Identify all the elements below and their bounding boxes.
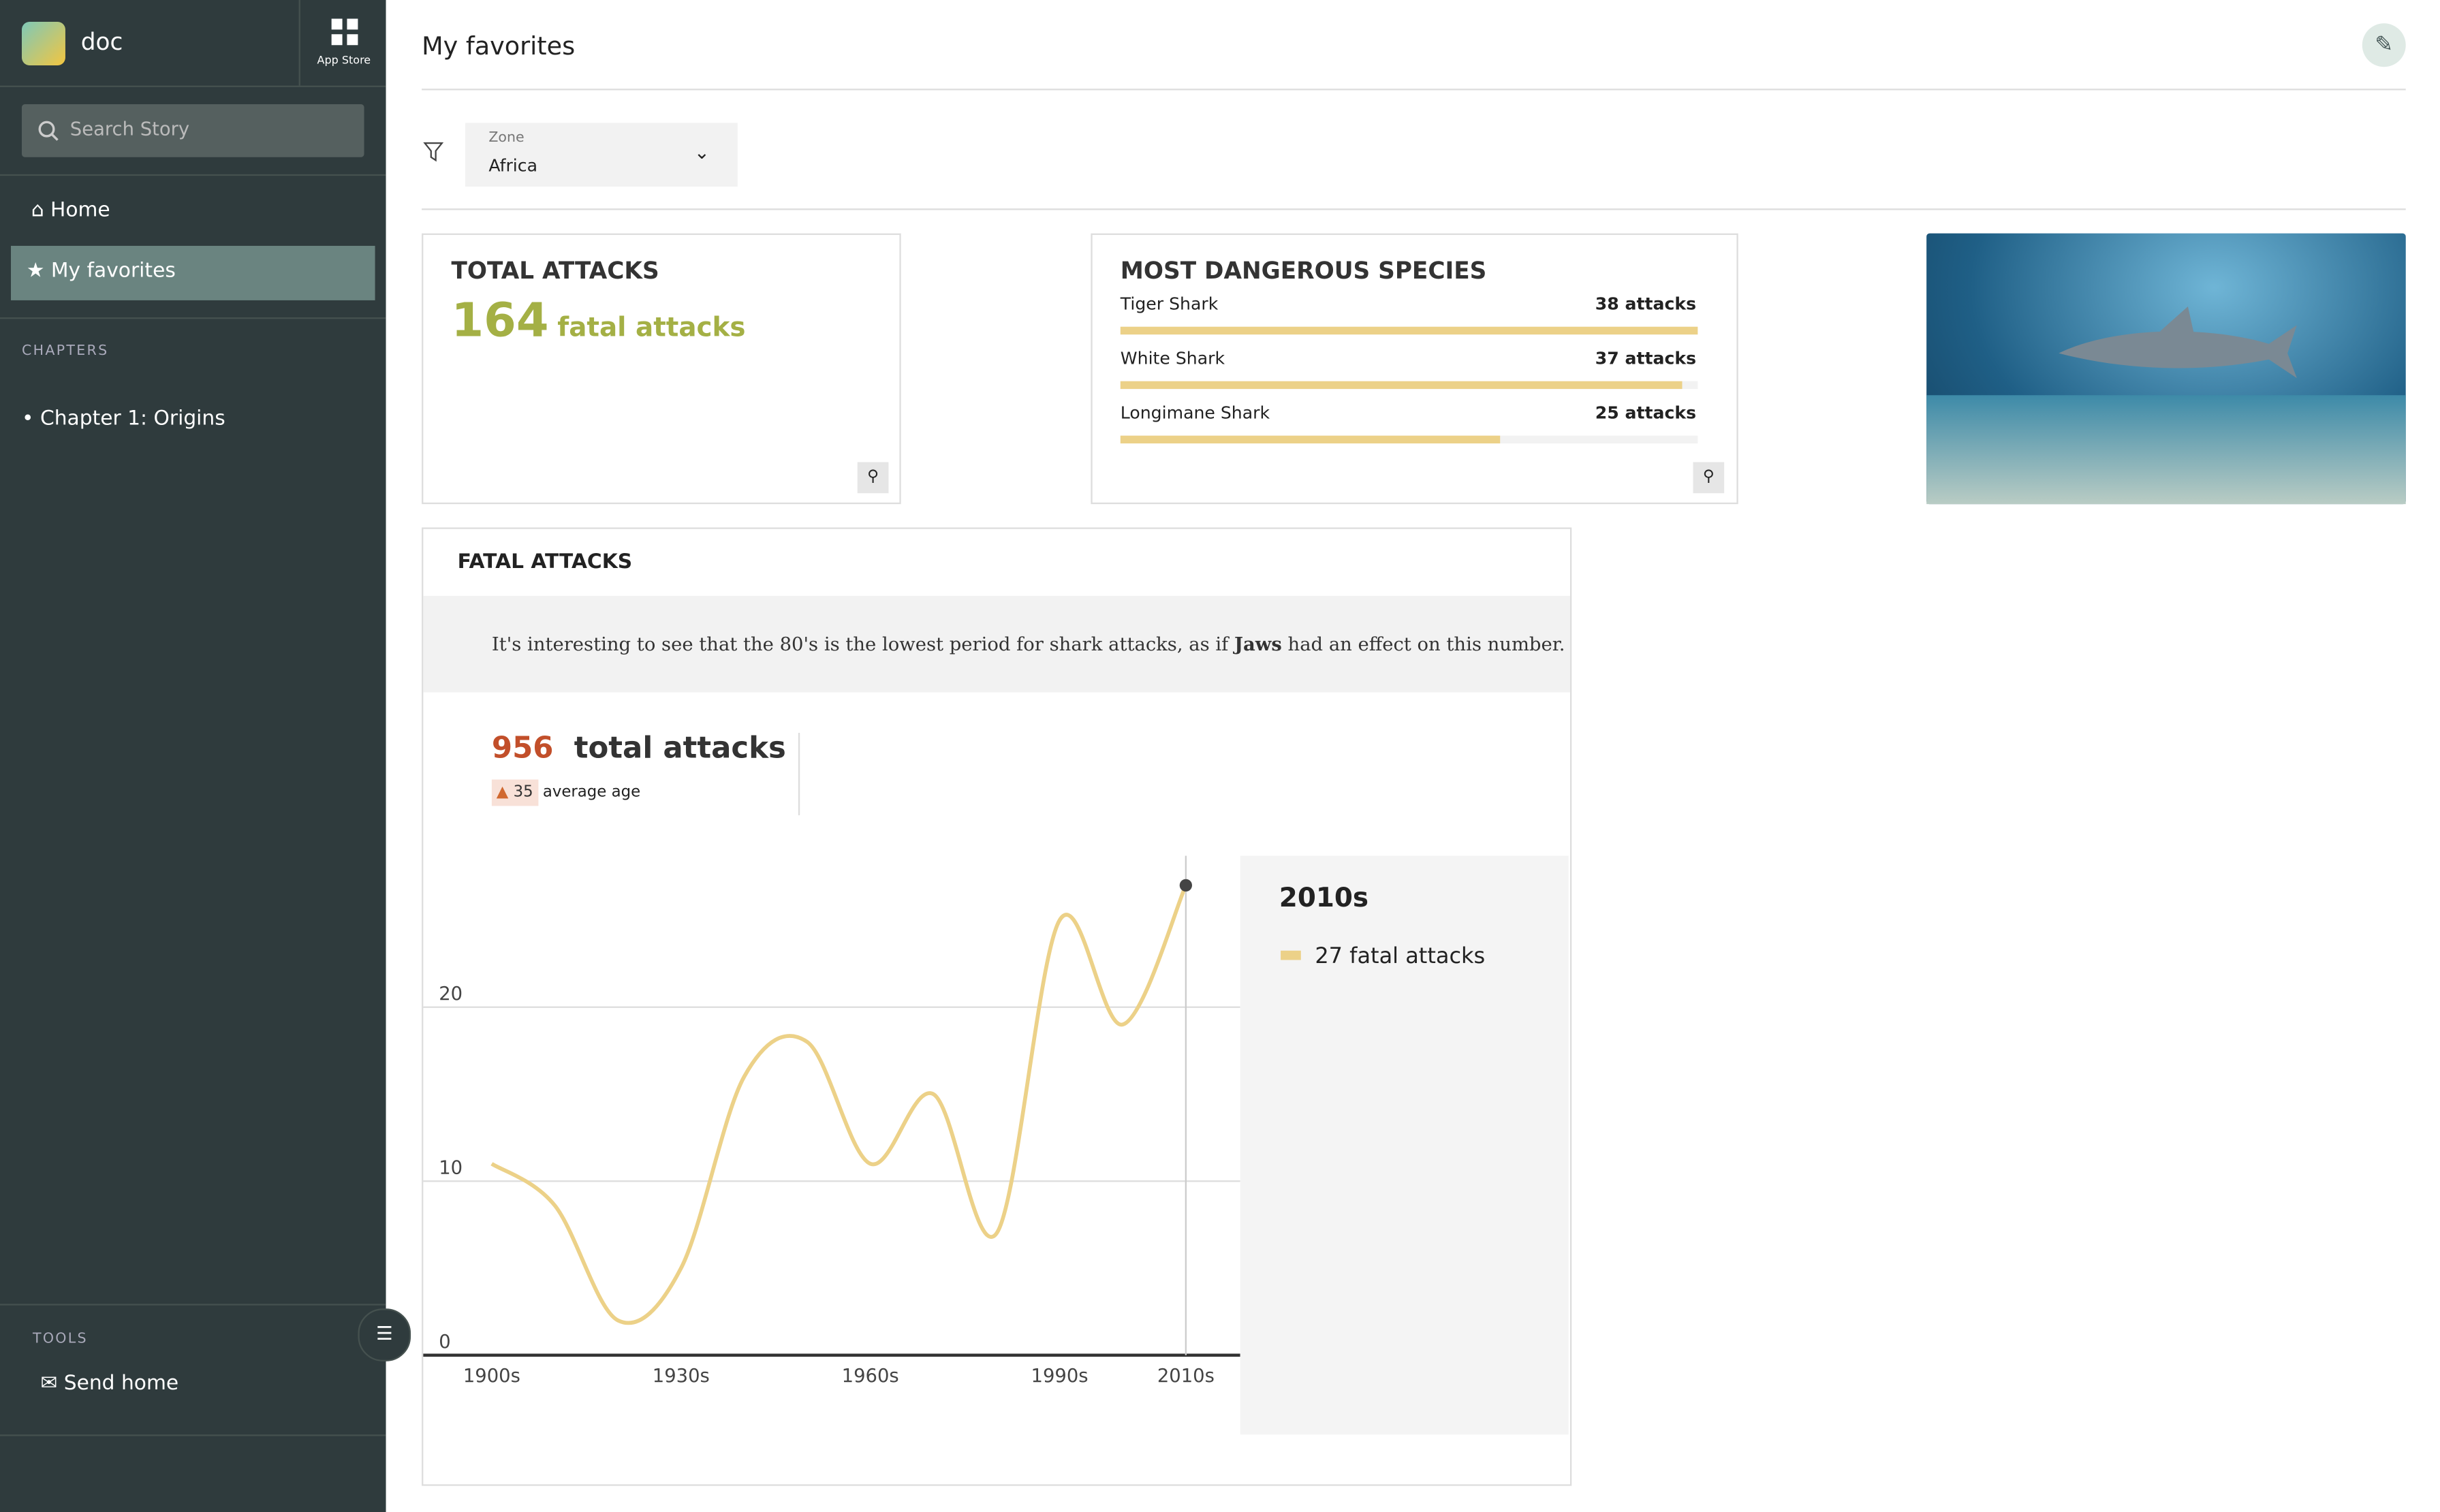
legend-swatch — [1281, 951, 1301, 960]
x-tick-label: 1990s — [1031, 1366, 1089, 1387]
y-tick-label: 0 — [439, 1332, 450, 1353]
x-tick-label: 2010s — [1157, 1366, 1215, 1387]
line — [492, 885, 1186, 1323]
x-tick-label: 1960s — [842, 1366, 899, 1387]
tooltip-title: 2010s — [1279, 883, 1368, 913]
x-tick-label: 1930s — [653, 1366, 710, 1387]
x-tick-label: 1900s — [463, 1366, 520, 1387]
hover-point — [1180, 879, 1192, 892]
y-tick-label: 10 — [439, 1157, 463, 1178]
tooltip-label: 27 fatal attacks — [1315, 943, 1485, 968]
y-tick-label: 20 — [439, 983, 463, 1005]
